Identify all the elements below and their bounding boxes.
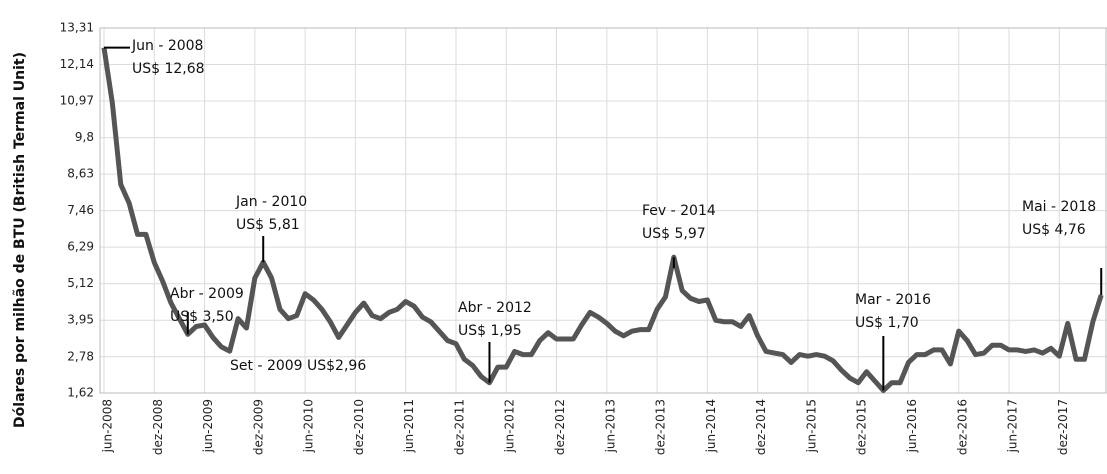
x-tick-label: jun-2014 (704, 399, 718, 453)
x-tick-label: jun-2016 (905, 399, 919, 453)
x-tick-label: jun-2013 (603, 399, 617, 453)
x-tick-label: dez-2013 (654, 399, 668, 455)
x-tick-label: dez-2015 (855, 399, 869, 455)
x-tick-label: jun-2017 (1006, 399, 1020, 453)
annotation: Jan - 2010 (235, 194, 307, 210)
plot-frame (99, 27, 1107, 394)
y-tick-label: 12,14 (60, 57, 94, 71)
x-tick-label: jun-2012 (503, 399, 517, 453)
y-tick-label: 2,78 (67, 349, 94, 363)
annotation: Mar - 2016 (855, 292, 931, 308)
annotation: US$ 12,68 (132, 61, 205, 77)
data-line (101, 47, 1104, 394)
annotation: US$ 1,70 (855, 315, 919, 331)
x-tick-label: dez-2016 (955, 399, 969, 455)
y-axis-label: Dólares por milhão de BTU (British Terma… (12, 52, 28, 428)
annotation: Set - 2009 US$2,96 (230, 358, 366, 374)
annotation: Fev - 2014 (642, 203, 716, 219)
x-tick-label: dez-2011 (452, 399, 466, 455)
y-tick-label: 8,63 (67, 167, 94, 181)
x-tick-label: jun-2009 (201, 399, 215, 453)
annotation: US$ 5,97 (642, 226, 706, 242)
annotation: US$ 4,76 (1022, 222, 1086, 238)
y-tick-label: 3,95 (67, 313, 94, 327)
y-tick-label: 1,62 (67, 386, 94, 400)
y-tick-label: 5,12 (67, 276, 94, 290)
x-tick-label: dez-2010 (352, 399, 366, 455)
y-tick-label: 6,29 (67, 240, 94, 254)
y-tick-label: 10,97 (60, 94, 94, 108)
y-tick-label: 13,31 (60, 21, 94, 35)
x-tick-label: dez-2017 (1056, 399, 1070, 455)
x-tick-label: dez-2014 (754, 399, 768, 455)
x-tick-label: jun-2015 (804, 399, 818, 453)
x-tick-label: dez-2008 (151, 399, 165, 455)
x-tick-label: dez-2009 (251, 399, 265, 455)
annotation: Abr - 2009 (170, 286, 244, 302)
annotation: Mai - 2018 (1022, 199, 1096, 215)
annotation: Jun - 2008 (131, 38, 203, 54)
annotation: US$ 1,95 (458, 323, 522, 339)
y-tick-label: 7,46 (67, 203, 94, 217)
annotation: US$ 5,81 (236, 217, 300, 233)
x-tick-label: jun-2010 (302, 399, 316, 453)
annotation: Abr - 2012 (458, 300, 532, 316)
x-tick-label: jun-2011 (402, 399, 416, 453)
x-tick-label: dez-2012 (553, 399, 567, 455)
y-tick-label: 9,8 (75, 130, 94, 144)
annotation: US$ 3,50 (170, 309, 234, 325)
x-tick-label: jun-2008 (101, 399, 115, 453)
